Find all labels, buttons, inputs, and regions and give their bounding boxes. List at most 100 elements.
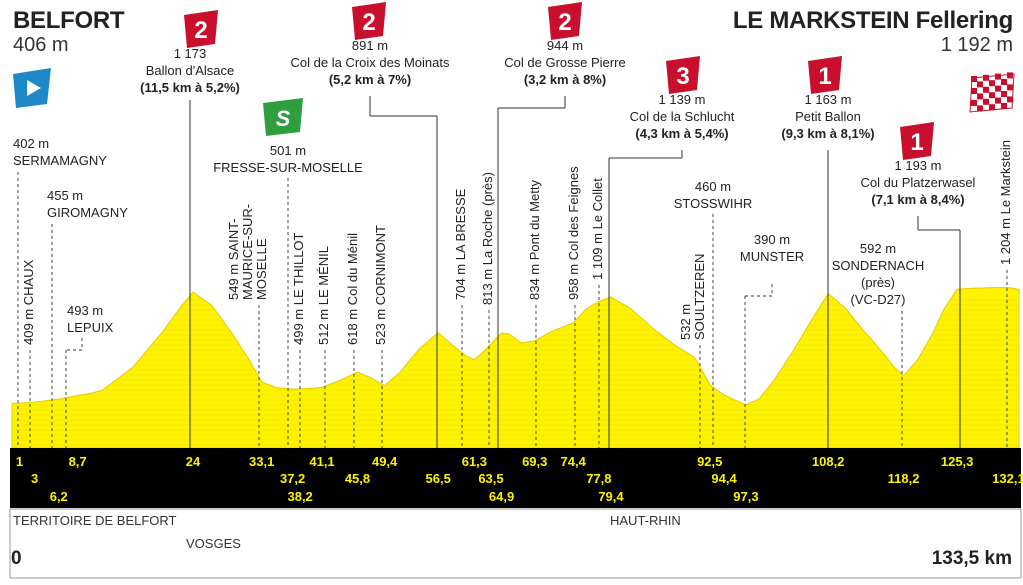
climb-cat-label: 1 xyxy=(910,129,923,156)
flag-square xyxy=(1001,91,1007,97)
climb-labels: 2 1 173 Ballon d'Alsace (11,5 km à 5,2%) 2 89… xyxy=(140,2,976,207)
climb-detail: (11,5 km à 5,2%) xyxy=(140,80,240,95)
flag-square xyxy=(995,85,1001,92)
climb-cat-3-icon: 3 xyxy=(666,56,700,94)
place-altitude: 460 m xyxy=(695,179,731,194)
climb-altitude: 1 193 m xyxy=(895,158,942,173)
flag-square xyxy=(983,86,989,93)
vertical-place-label: 704 m LA BRESSE xyxy=(453,188,468,300)
km-band: 1 8,7 24 33,1 41,1 49,4 61,3 69,3 74,4 92,5 108,2 1… xyxy=(9,448,1023,579)
vertical-place-label: 512 m LE MÉNIL xyxy=(316,246,331,345)
total-distance: 133,5 km xyxy=(931,548,1012,569)
start-distance: 0 xyxy=(11,548,22,569)
flag-square xyxy=(971,100,977,106)
flag-square xyxy=(1001,103,1007,109)
km-marker-label: 61,3 xyxy=(462,454,487,469)
climb-name: Petit Ballon xyxy=(795,109,861,124)
climb-cat-2-icon: 2 xyxy=(352,2,386,40)
climb-altitude: 1 173 xyxy=(174,46,207,61)
place-altitude: 493 m xyxy=(67,303,103,318)
vertical-place-label: 549 m SAINT- xyxy=(226,218,241,300)
vertical-place-label: 618 m Col du Ménil xyxy=(345,233,360,345)
climb-cat-1-icon: 1 xyxy=(900,122,934,160)
km-marker-label: 132,1 xyxy=(992,471,1023,486)
start-town: BELFORT xyxy=(13,7,125,34)
place-altitude: 402 m xyxy=(13,136,49,151)
flag-square xyxy=(1001,79,1007,85)
climb-cat-label: 2 xyxy=(558,9,571,36)
region-label-2: VOSGES xyxy=(186,536,241,551)
climb-name: Col de la Croix des Moinats xyxy=(291,55,450,70)
flag-square xyxy=(1007,84,1013,91)
vertical-place-label: SOULTZEREN xyxy=(692,254,707,340)
vertical-place-label: 834 m Pont du Metty xyxy=(527,180,542,300)
km-marker-label: 41,1 xyxy=(309,454,334,469)
km-marker-label: 108,2 xyxy=(812,454,845,469)
finish-town: LE MARKSTEIN Fellering xyxy=(732,7,1013,34)
place-altitude: 390 m xyxy=(754,232,790,247)
km-marker-label: 92,5 xyxy=(697,454,722,469)
km-marker-label: 125,3 xyxy=(941,454,974,469)
km-marker-label: 74,4 xyxy=(561,454,587,469)
km-marker-label: 3 xyxy=(31,471,38,486)
vertical-place-label: 1 109 m Le Collet xyxy=(590,178,605,280)
km-marker-label: 94,4 xyxy=(711,471,737,486)
vertical-place-label: 499 m LE THILLOT xyxy=(291,232,306,345)
sprint-badge-label: S xyxy=(276,106,291,131)
flag-square xyxy=(995,97,1001,104)
flag-square xyxy=(989,104,995,111)
km-marker-label: 56,5 xyxy=(426,471,451,486)
km-marker-label: 1 xyxy=(16,454,23,469)
vertical-place-label: 1 204 m Le Markstein xyxy=(998,140,1013,265)
start-arrow-icon xyxy=(13,68,51,108)
climb-name: Col du Platzerwasel xyxy=(861,175,976,190)
flag-square xyxy=(977,105,983,112)
place-extra: (près) xyxy=(861,275,895,290)
climb-altitude: 891 m xyxy=(352,38,388,53)
climb-altitude: 944 m xyxy=(547,38,583,53)
km-marker-label: 6,2 xyxy=(50,489,68,504)
sprint-name: FRESSE-SUR-MOSELLE xyxy=(213,160,363,175)
km-marker-label: 77,8 xyxy=(586,471,611,486)
km-marker-label: 79,4 xyxy=(598,489,624,504)
km-marker-label: 33,1 xyxy=(249,454,274,469)
km-marker-label: 24 xyxy=(186,454,201,469)
sprint-icon: S xyxy=(263,98,303,136)
climb-cat-label: 1 xyxy=(818,63,831,90)
climb-name: Col de la Schlucht xyxy=(630,109,735,124)
flag-square xyxy=(989,92,995,99)
place-extra: (VC-D27) xyxy=(851,292,906,307)
climb-name: Col de Grosse Pierre xyxy=(504,55,625,70)
vertical-place-label: 523 m CORNIMONT xyxy=(373,225,388,345)
flag-square xyxy=(971,76,977,82)
km-marker-label: 64,9 xyxy=(489,489,514,504)
sprint-altitude: 501 m xyxy=(270,143,306,158)
km-marker-label: 69,3 xyxy=(522,454,547,469)
flag-square xyxy=(971,88,977,94)
flag-square xyxy=(983,74,989,81)
place-name: SERMAMAGNY xyxy=(13,153,107,168)
guide-lines xyxy=(17,96,1008,448)
icons xyxy=(13,68,1015,113)
km-marker-label: 45,8 xyxy=(345,471,370,486)
climb-cat-label: 2 xyxy=(194,17,207,44)
flag-square xyxy=(995,73,1001,80)
place-name: STOSSWIHR xyxy=(674,196,753,211)
profile-mask xyxy=(12,0,1019,405)
climb-cat-label: 2 xyxy=(362,9,375,36)
climb-altitude: 1 163 m xyxy=(805,92,852,107)
vertical-place-label: MOSELLE xyxy=(254,238,269,300)
region-label-1: TERRITOIRE DE BELFORT xyxy=(13,513,177,528)
vertical-place-label: 813 m La Roche (près) xyxy=(480,172,495,305)
place-labels: 402 m SERMAMAGNY 455 m GIROMAGNY 493 m LEPUIX… xyxy=(13,136,1013,345)
place-name: GIROMAGNY xyxy=(47,205,128,220)
profile-layer xyxy=(11,0,1020,449)
flag-square xyxy=(989,80,995,87)
place-name: MUNSTER xyxy=(740,249,804,264)
flag-square xyxy=(983,98,989,105)
climb-detail: (7,1 km à 8,4%) xyxy=(871,192,964,207)
finish-altitude: 1 192 m xyxy=(940,34,1013,56)
vertical-place-label: 958 m Col des Feignes xyxy=(566,166,581,300)
start-altitude: 406 m xyxy=(13,34,69,56)
